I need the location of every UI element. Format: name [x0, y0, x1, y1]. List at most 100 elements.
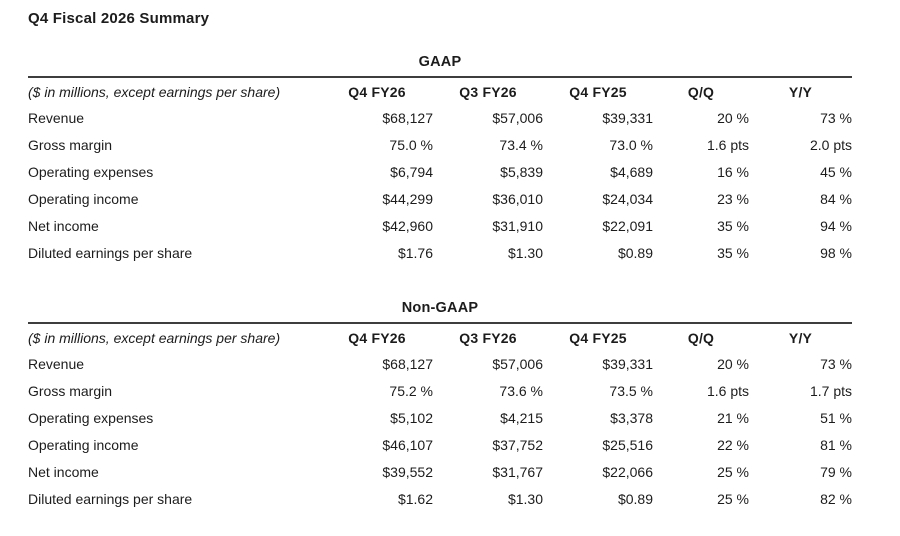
- column-header-q4-fy26: Q4 FY26: [321, 322, 433, 351]
- table-row-operating-expenses: Operating expenses $5,102 $4,215 $3,378 …: [28, 405, 852, 432]
- cell-value: $4,215: [500, 410, 543, 426]
- cell-value: $57,006: [492, 110, 543, 126]
- cell-value: $37,752: [492, 437, 543, 453]
- gaap-table: ($ in millions, except earnings per shar…: [28, 76, 852, 267]
- cell-value: $24,034: [602, 191, 653, 207]
- cell-value: $5,839: [500, 164, 543, 180]
- table-row-gross-margin: Gross margin 75.0 % 73.4 % 73.0 % 1.6 pt…: [28, 132, 852, 159]
- row-label: Diluted earnings per share: [28, 245, 193, 261]
- cell-value: $6,794: [390, 164, 433, 180]
- cell-value: 98 %: [820, 245, 852, 261]
- column-header-q3-fy26: Q3 FY26: [433, 76, 543, 105]
- unit-label: ($ in millions, except earnings per shar…: [28, 76, 321, 105]
- row-label: Diluted earnings per share: [28, 491, 193, 507]
- cell-value: 25 %: [717, 491, 749, 507]
- cell-value: 73 %: [820, 110, 852, 126]
- cell-value: $39,331: [602, 356, 653, 372]
- cell-value: 20 %: [717, 110, 749, 126]
- cell-value: 75.2 %: [389, 383, 433, 399]
- row-label: Net income: [28, 464, 99, 480]
- table-row-revenue: Revenue $68,127 $57,006 $39,331 20 % 73 …: [28, 105, 852, 132]
- row-label: Revenue: [28, 110, 85, 126]
- gaap-table-section: GAAP ($ in millions, except earnings per…: [28, 54, 852, 267]
- table-row-net-income: Net income $39,552 $31,767 $22,066 25 % …: [28, 459, 852, 486]
- page-title: Q4 Fiscal 2026 Summary: [28, 10, 210, 27]
- cell-value: $39,552: [382, 464, 433, 480]
- cell-value: 73 %: [820, 356, 852, 372]
- cell-value: $3,378: [610, 410, 653, 426]
- cell-value: 1.6 pts: [706, 137, 749, 153]
- cell-value: 73.0 %: [609, 137, 653, 153]
- cell-value: $39,331: [602, 110, 653, 126]
- column-header-q4-fy25: Q4 FY25: [543, 76, 653, 105]
- cell-value: 1.7 pts: [809, 383, 852, 399]
- column-header-qq: Q/Q: [653, 76, 749, 105]
- cell-value: $57,006: [492, 356, 543, 372]
- cell-value: 73.6 %: [499, 383, 543, 399]
- cell-value: $1.76: [397, 245, 433, 261]
- table-row-operating-income: Operating income $46,107 $37,752 $25,516…: [28, 432, 852, 459]
- cell-value: 94 %: [820, 218, 852, 234]
- row-label: Revenue: [28, 356, 85, 372]
- cell-value: $0.89: [617, 245, 653, 261]
- table-row-gross-margin: Gross margin 75.2 % 73.6 % 73.5 % 1.6 pt…: [28, 378, 852, 405]
- cell-value: 73.4 %: [499, 137, 543, 153]
- non-gaap-table: ($ in millions, except earnings per shar…: [28, 322, 852, 513]
- non-gaap-header-row: ($ in millions, except earnings per shar…: [28, 322, 852, 351]
- cell-value: $46,107: [382, 437, 433, 453]
- cell-value: $1.62: [397, 491, 433, 507]
- gaap-header-row: ($ in millions, except earnings per shar…: [28, 76, 852, 105]
- cell-value: 81 %: [820, 437, 852, 453]
- cell-value: 1.6 pts: [706, 383, 749, 399]
- cell-value: 2.0 pts: [809, 137, 852, 153]
- gaap-table-caption: GAAP: [418, 54, 462, 70]
- row-label: Operating expenses: [28, 410, 154, 426]
- cell-value: 25 %: [717, 464, 749, 480]
- column-header-yy: Y/Y: [749, 322, 852, 351]
- cell-value: $4,689: [610, 164, 653, 180]
- cell-value: $25,516: [602, 437, 653, 453]
- cell-value: $68,127: [382, 110, 433, 126]
- cell-value: $36,010: [492, 191, 543, 207]
- cell-value: 79 %: [820, 464, 852, 480]
- cell-value: $1.30: [507, 245, 543, 261]
- cell-value: 51 %: [820, 410, 852, 426]
- row-label: Gross margin: [28, 383, 113, 399]
- cell-value: 75.0 %: [389, 137, 433, 153]
- cell-value: $42,960: [382, 218, 433, 234]
- cell-value: $44,299: [382, 191, 433, 207]
- column-header-yy: Y/Y: [749, 76, 852, 105]
- cell-value: $22,066: [602, 464, 653, 480]
- cell-value: 35 %: [717, 218, 749, 234]
- row-label: Operating income: [28, 191, 139, 207]
- row-label: Operating income: [28, 437, 139, 453]
- table-row-diluted-eps: Diluted earnings per share $1.76 $1.30 $…: [28, 240, 852, 267]
- row-label: Net income: [28, 218, 99, 234]
- cell-value: $31,767: [492, 464, 543, 480]
- cell-value: 23 %: [717, 191, 749, 207]
- cell-value: 35 %: [717, 245, 749, 261]
- cell-value: $22,091: [602, 218, 653, 234]
- summary-document: Q4 Fiscal 2026 Summary GAAP ($ in millio…: [28, 10, 852, 513]
- column-header-q4-fy25: Q4 FY25: [543, 322, 653, 351]
- column-header-q4-fy26: Q4 FY26: [321, 76, 433, 105]
- cell-value: $0.89: [617, 491, 653, 507]
- cell-value: 22 %: [717, 437, 749, 453]
- column-header-qq: Q/Q: [653, 322, 749, 351]
- cell-value: 73.5 %: [609, 383, 653, 399]
- table-row-operating-expenses: Operating expenses $6,794 $5,839 $4,689 …: [28, 159, 852, 186]
- cell-value: 20 %: [717, 356, 749, 372]
- table-row-operating-income: Operating income $44,299 $36,010 $24,034…: [28, 186, 852, 213]
- row-label: Operating expenses: [28, 164, 154, 180]
- non-gaap-table-section: Non-GAAP ($ in millions, except earnings…: [28, 300, 852, 513]
- table-row-diluted-eps: Diluted earnings per share $1.62 $1.30 $…: [28, 486, 852, 513]
- column-header-q3-fy26: Q3 FY26: [433, 322, 543, 351]
- cell-value: $1.30: [507, 491, 543, 507]
- unit-label: ($ in millions, except earnings per shar…: [28, 322, 321, 351]
- cell-value: 82 %: [820, 491, 852, 507]
- cell-value: 16 %: [717, 164, 749, 180]
- cell-value: 21 %: [717, 410, 749, 426]
- row-label: Gross margin: [28, 137, 113, 153]
- table-row-net-income: Net income $42,960 $31,910 $22,091 35 % …: [28, 213, 852, 240]
- cell-value: 45 %: [820, 164, 852, 180]
